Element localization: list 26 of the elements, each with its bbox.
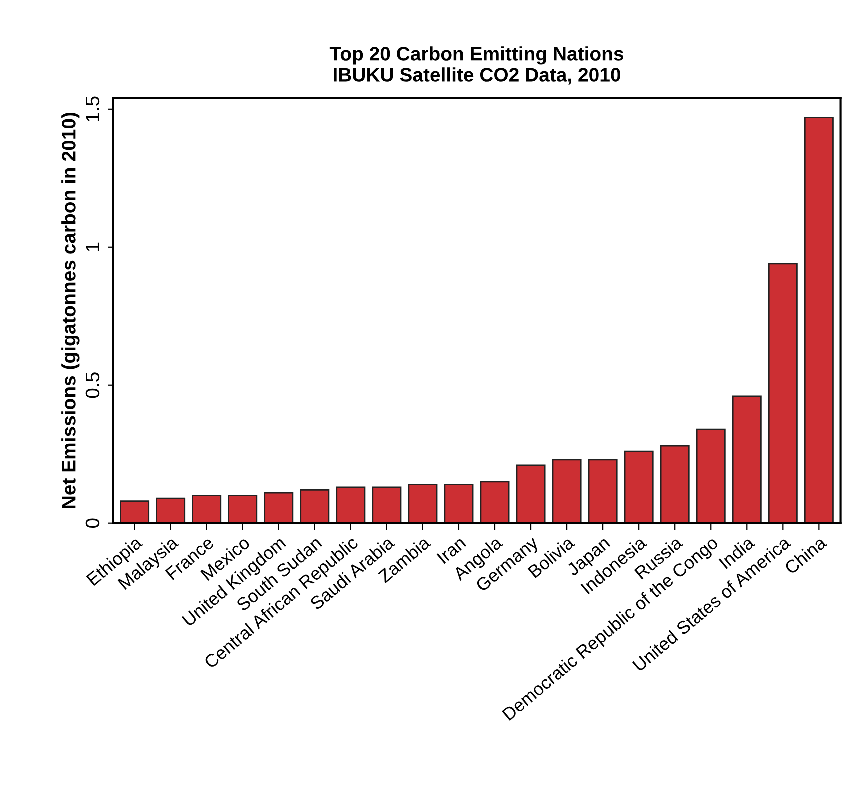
bar — [624, 450, 654, 524]
y-tick-label: 1.5 — [86, 96, 100, 122]
bar — [732, 396, 762, 524]
bar — [588, 459, 618, 524]
bar — [768, 263, 798, 524]
bar — [480, 481, 510, 524]
bar — [300, 490, 330, 524]
y-tick-label: 0.5 — [86, 372, 100, 398]
bar — [156, 498, 186, 524]
bar — [264, 492, 294, 524]
bar — [408, 484, 438, 524]
bar — [120, 500, 150, 524]
bar — [336, 486, 366, 524]
bar — [444, 484, 474, 524]
y-axis-title: Net Emissions (gigatonnes carbon in 2010) — [62, 113, 80, 508]
bar — [192, 495, 222, 524]
bar — [552, 459, 582, 524]
bar — [516, 464, 546, 524]
chart-title: Top 20 Carbon Emitting Nations IBUKU Satellite CO2 Data, 2010 — [330, 46, 624, 85]
bar — [228, 495, 258, 524]
bar — [804, 116, 834, 524]
bar — [660, 445, 690, 524]
bar — [696, 428, 726, 524]
y-tick-label: 0 — [86, 518, 100, 528]
y-tick-label: 1 — [86, 242, 100, 252]
bar — [372, 486, 402, 524]
